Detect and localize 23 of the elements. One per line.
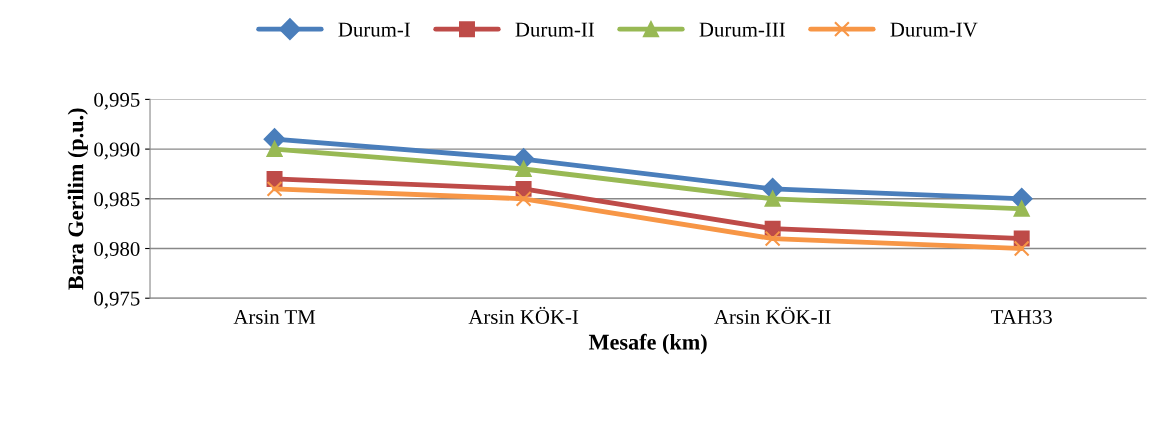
y-tick-label: 0,985	[94, 192, 140, 210]
legend-label: Durum-I	[338, 22, 411, 37]
point	[1013, 240, 1030, 257]
legend-label: Durum-II	[515, 22, 595, 37]
y-tick-label: 0,995	[94, 92, 140, 110]
y-axis-title: Bara Gerilim (p.u.)	[67, 108, 88, 290]
x-tick-label: Arsin TM	[233, 309, 316, 324]
x-tick-label: TAH33	[991, 309, 1052, 324]
point	[764, 190, 781, 207]
point	[266, 141, 283, 158]
legend-label: Durum-III	[699, 22, 785, 37]
y-tick-label: 0,980	[94, 241, 140, 259]
y-tick-label: 0,990	[94, 142, 140, 160]
y-tick-label: 0,975	[94, 291, 140, 309]
legend-label: Durum-IV	[890, 22, 978, 37]
point	[266, 180, 283, 197]
point	[515, 190, 532, 207]
point	[515, 161, 532, 177]
x-axis-title: Mesafe (km)	[588, 333, 707, 355]
point	[764, 230, 781, 247]
x-tick-label: Arsin KÖK-I	[468, 306, 579, 324]
point	[1013, 200, 1030, 217]
x-tick-label: Arsin KÖK-II	[714, 306, 831, 324]
